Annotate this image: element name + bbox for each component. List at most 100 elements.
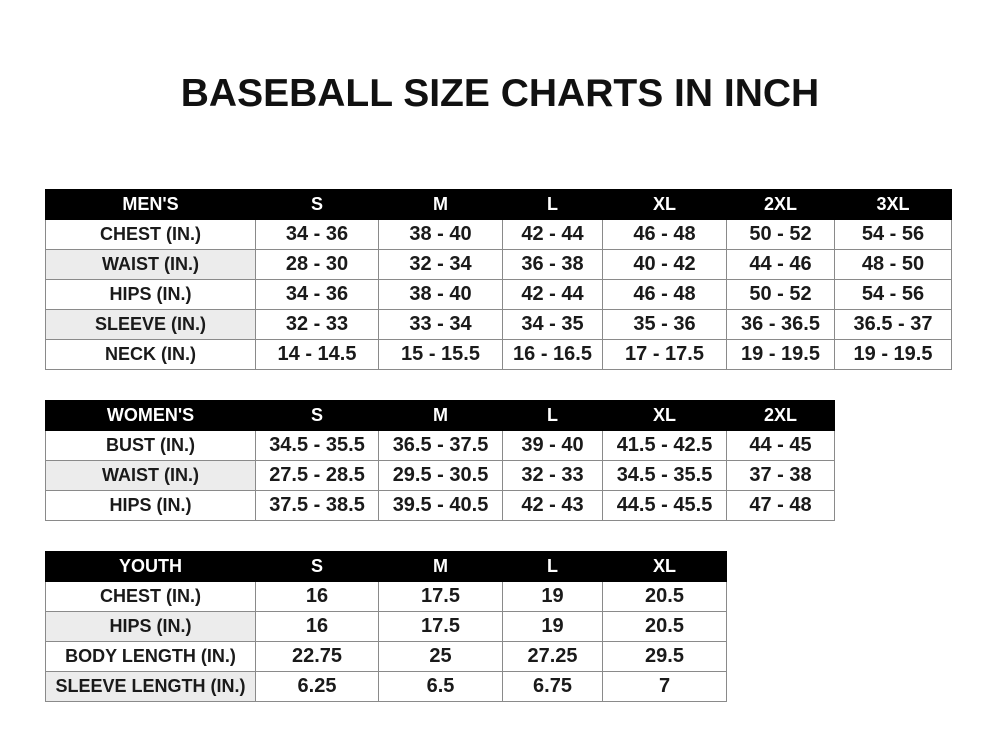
- measurement-cell: 37 - 38: [726, 460, 835, 491]
- table-row: WAIST (IN.) 27.5 - 28.5 29.5 - 30.5 32 - 33…: [45, 460, 835, 491]
- table-row: HIPS (IN.) 37.5 - 38.5 39.5 - 40.5 42 - 43 4…: [45, 490, 835, 521]
- mens-size-table: MEN'S S M L XL 2XL 3XL CHEST (IN.) 34 - 36 38 - 4…: [45, 189, 952, 370]
- measurement-cell: 32 - 34: [378, 249, 503, 280]
- size-header: 2XL: [726, 189, 835, 220]
- size-header: 2XL: [726, 400, 835, 431]
- measurement-cell: 54 - 56: [834, 279, 952, 310]
- measurement-cell: 15 - 15.5: [378, 339, 503, 370]
- table-row: BUST (IN.) 34.5 - 35.5 36.5 - 37.5 39 - 40 4…: [45, 430, 835, 461]
- size-header: L: [502, 400, 603, 431]
- measurement-cell: 36 - 36.5: [726, 309, 835, 340]
- youth-size-table: YOUTH S M L XL CHEST (IN.) 16 17.5 19 20.5 HIPS (I…: [45, 551, 727, 702]
- measurement-cell: 6.25: [255, 671, 379, 702]
- measurement-label: SLEEVE LENGTH (IN.): [45, 671, 256, 702]
- table-row: SLEEVE (IN.) 32 - 33 33 - 34 34 - 35 35 - 36…: [45, 309, 952, 340]
- womens-size-table: WOMEN'S S M L XL 2XL BUST (IN.) 34.5 - 35.5 36.5…: [45, 400, 835, 521]
- table-row: WAIST (IN.) 28 - 30 32 - 34 36 - 38 40 - 42 4…: [45, 249, 952, 280]
- measurement-cell: 33 - 34: [378, 309, 503, 340]
- size-header: L: [502, 189, 603, 220]
- measurement-label: WAIST (IN.): [45, 460, 256, 491]
- measurement-cell: 46 - 48: [602, 219, 727, 250]
- measurement-cell: 39.5 - 40.5: [378, 490, 503, 521]
- measurement-cell: 42 - 43: [502, 490, 603, 521]
- measurement-label: BODY LENGTH (IN.): [45, 641, 256, 672]
- measurement-cell: 32 - 33: [502, 460, 603, 491]
- measurement-cell: 34 - 36: [255, 219, 379, 250]
- measurement-cell: 35 - 36: [602, 309, 727, 340]
- table-row: SLEEVE LENGTH (IN.) 6.25 6.5 6.75 7: [45, 671, 727, 702]
- measurement-cell: 41.5 - 42.5: [602, 430, 727, 461]
- measurement-cell: 16: [255, 611, 379, 642]
- size-header: S: [255, 400, 379, 431]
- measurement-cell: 14 - 14.5: [255, 339, 379, 370]
- measurement-cell: 27.5 - 28.5: [255, 460, 379, 491]
- header-row: YOUTH S M L XL: [45, 551, 727, 582]
- measurement-cell: 48 - 50: [834, 249, 952, 280]
- measurement-cell: 17.5: [378, 611, 503, 642]
- measurement-cell: 22.75: [255, 641, 379, 672]
- measurement-cell: 36 - 38: [502, 249, 603, 280]
- measurement-cell: 54 - 56: [834, 219, 952, 250]
- measurement-cell: 34 - 35: [502, 309, 603, 340]
- table-row: HIPS (IN.) 16 17.5 19 20.5: [45, 611, 727, 642]
- size-header: S: [255, 551, 379, 582]
- measurement-label: BUST (IN.): [45, 430, 256, 461]
- size-header: M: [378, 189, 503, 220]
- measurement-label: CHEST (IN.): [45, 219, 256, 250]
- measurement-cell: 27.25: [502, 641, 603, 672]
- size-header: L: [502, 551, 603, 582]
- measurement-cell: 7: [602, 671, 727, 702]
- measurement-cell: 17 - 17.5: [602, 339, 727, 370]
- category-header: WOMEN'S: [45, 400, 256, 431]
- table-row: BODY LENGTH (IN.) 22.75 25 27.25 29.5: [45, 641, 727, 672]
- measurement-cell: 38 - 40: [378, 219, 503, 250]
- measurement-cell: 29.5: [602, 641, 727, 672]
- measurement-cell: 46 - 48: [602, 279, 727, 310]
- table-row: CHEST (IN.) 16 17.5 19 20.5: [45, 581, 727, 612]
- measurement-cell: 39 - 40: [502, 430, 603, 461]
- measurement-label: CHEST (IN.): [45, 581, 256, 612]
- header-row: MEN'S S M L XL 2XL 3XL: [45, 189, 952, 220]
- measurement-cell: 50 - 52: [726, 219, 835, 250]
- measurement-cell: 34.5 - 35.5: [255, 430, 379, 461]
- size-header: XL: [602, 400, 727, 431]
- measurement-cell: 16: [255, 581, 379, 612]
- measurement-cell: 47 - 48: [726, 490, 835, 521]
- table-row: CHEST (IN.) 34 - 36 38 - 40 42 - 44 46 - 48 5…: [45, 219, 952, 250]
- measurement-label: WAIST (IN.): [45, 249, 256, 280]
- measurement-label: SLEEVE (IN.): [45, 309, 256, 340]
- measurement-cell: 19 - 19.5: [726, 339, 835, 370]
- table-row: HIPS (IN.) 34 - 36 38 - 40 42 - 44 46 - 48 50…: [45, 279, 952, 310]
- measurement-cell: 25: [378, 641, 503, 672]
- measurement-cell: 42 - 44: [502, 219, 603, 250]
- size-header: M: [378, 400, 503, 431]
- measurement-cell: 16 - 16.5: [502, 339, 603, 370]
- measurement-cell: 20.5: [602, 611, 727, 642]
- measurement-cell: 36.5 - 37: [834, 309, 952, 340]
- measurement-cell: 19: [502, 611, 603, 642]
- header-row: WOMEN'S S M L XL 2XL: [45, 400, 835, 431]
- measurement-cell: 44 - 46: [726, 249, 835, 280]
- size-header: M: [378, 551, 503, 582]
- measurement-cell: 19: [502, 581, 603, 612]
- measurement-cell: 32 - 33: [255, 309, 379, 340]
- size-header: S: [255, 189, 379, 220]
- measurement-cell: 50 - 52: [726, 279, 835, 310]
- measurement-cell: 34 - 36: [255, 279, 379, 310]
- measurement-cell: 44.5 - 45.5: [602, 490, 727, 521]
- measurement-cell: 42 - 44: [502, 279, 603, 310]
- measurement-label: HIPS (IN.): [45, 279, 256, 310]
- measurement-cell: 37.5 - 38.5: [255, 490, 379, 521]
- measurement-cell: 40 - 42: [602, 249, 727, 280]
- measurement-label: HIPS (IN.): [45, 490, 256, 521]
- measurement-label: NECK (IN.): [45, 339, 256, 370]
- measurement-cell: 29.5 - 30.5: [378, 460, 503, 491]
- measurement-cell: 38 - 40: [378, 279, 503, 310]
- page-title: BASEBALL SIZE CHARTS IN INCH: [180, 72, 820, 115]
- size-header: 3XL: [834, 189, 952, 220]
- category-header: MEN'S: [45, 189, 256, 220]
- size-header: XL: [602, 189, 727, 220]
- size-header: XL: [602, 551, 727, 582]
- measurement-cell: 44 - 45: [726, 430, 835, 461]
- measurement-cell: 6.5: [378, 671, 503, 702]
